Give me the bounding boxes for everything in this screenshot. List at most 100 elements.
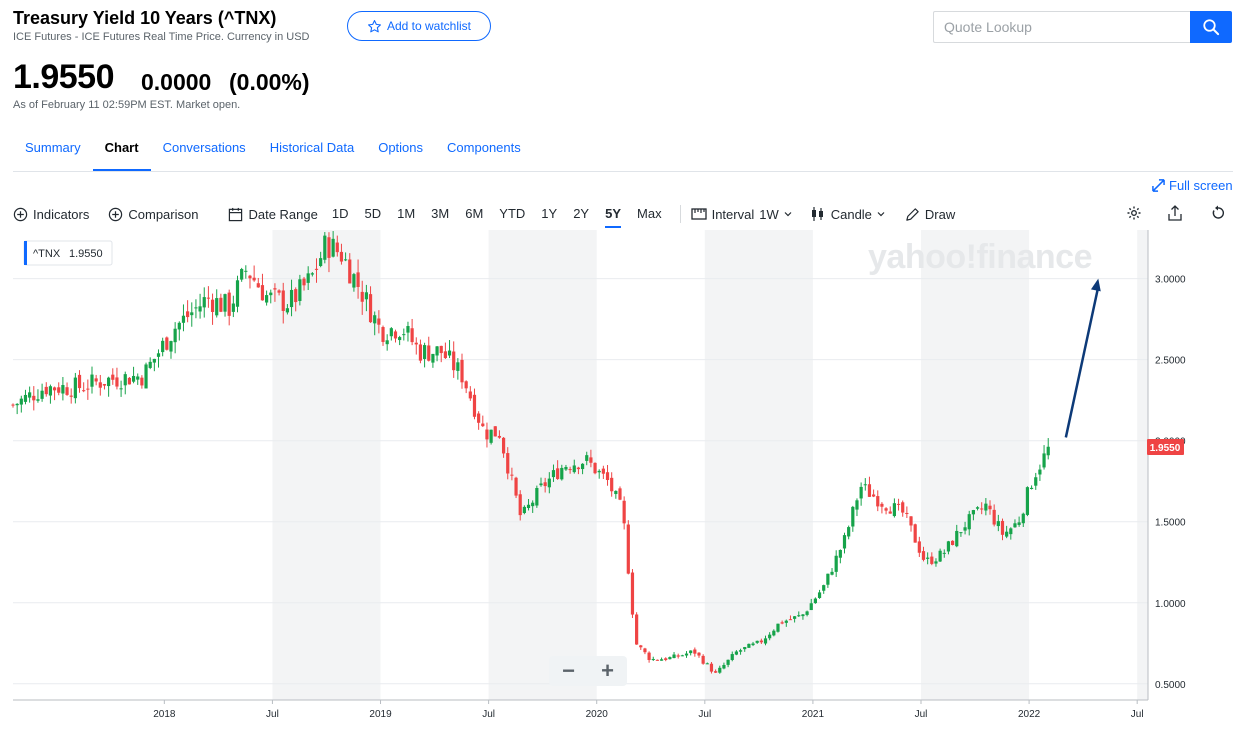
tab-conversations[interactable]: Conversations (162, 140, 246, 155)
candle-body (422, 345, 427, 359)
candle-body (23, 394, 28, 402)
candle-body (306, 273, 310, 283)
candle-body (593, 462, 597, 474)
range-5y[interactable]: 5Y (597, 202, 629, 228)
candle-body (967, 514, 971, 530)
candle-body (181, 315, 186, 323)
candle-body (572, 465, 576, 473)
candle-body (298, 279, 302, 301)
candle-body (714, 671, 718, 673)
candle-body (127, 377, 132, 385)
candle-body (605, 472, 610, 481)
candle-body (639, 645, 643, 648)
full-screen-button[interactable]: Full screen (1152, 178, 1233, 193)
candle-body (393, 331, 398, 339)
tab-components[interactable]: Components (447, 140, 521, 155)
candle-body (630, 572, 635, 615)
candle-body (52, 387, 57, 391)
chart-toolbar: Indicators Comparison Date Range 1D 5D 1… (13, 202, 955, 228)
chart-type-label: Candle (830, 206, 872, 222)
candle-body (485, 429, 489, 440)
candle-body (285, 308, 289, 313)
candle-body (169, 341, 173, 352)
reset-button[interactable] (1210, 205, 1226, 221)
search-button[interactable] (1190, 11, 1232, 43)
candle-body (784, 620, 788, 623)
price-change-percent: (0.00%) (229, 69, 310, 95)
candle-body (1000, 520, 1005, 535)
tab-summary[interactable]: Summary (25, 140, 81, 155)
y-tick-label: 1.0000 (1155, 599, 1186, 610)
candle-body (339, 251, 344, 262)
candle-body (622, 500, 626, 524)
candle-body (94, 378, 98, 382)
candle-body (248, 275, 252, 279)
candle-body (635, 614, 639, 645)
candle-body (152, 358, 156, 363)
x-tick-label: 2022 (1018, 709, 1041, 720)
candle-body (705, 663, 709, 665)
range-ytd[interactable]: YTD (499, 206, 526, 221)
chart-type-dropdown[interactable]: Candle (810, 206, 885, 222)
interval-dropdown[interactable]: Interval 1W (690, 207, 792, 222)
candle-body (743, 647, 747, 650)
candle-body (235, 280, 240, 307)
candle-body (98, 382, 102, 388)
candle-body (668, 657, 672, 660)
candle-body (1042, 453, 1046, 468)
comparison-button[interactable]: Comparison (108, 207, 198, 222)
candle-body (680, 655, 684, 657)
candle-body (809, 603, 813, 611)
draw-button[interactable]: Draw (905, 207, 955, 222)
candle-body (327, 237, 331, 258)
candle-body (186, 311, 190, 318)
candle-body (917, 541, 921, 553)
range-2y[interactable]: 2Y (573, 206, 590, 221)
range-max[interactable]: Max (637, 206, 662, 221)
range-1d[interactable]: 1D (331, 206, 349, 221)
candle-body (905, 512, 909, 515)
reset-icon (1212, 205, 1224, 219)
range-1y[interactable]: 1Y (541, 206, 558, 221)
tab-chart[interactable]: Chart (92, 130, 151, 172)
as-of-timestamp: As of February 11 02:59PM EST. Market op… (13, 99, 241, 111)
candle-body (410, 328, 414, 343)
tab-options[interactable]: Options (378, 140, 424, 155)
candle-body (352, 274, 356, 288)
zoom-in-button[interactable]: + (601, 658, 614, 683)
candle-body (1025, 487, 1030, 515)
candle-body (90, 374, 94, 387)
range-1m[interactable]: 1M (397, 206, 416, 221)
date-range-button[interactable]: Date Range (228, 207, 318, 222)
candle-body (344, 259, 348, 261)
trend-arrow-head (1090, 278, 1101, 292)
range-6m[interactable]: 6M (465, 206, 484, 221)
yahoo-finance-watermark: yahoo!finance (868, 238, 1092, 276)
candle-body (1021, 513, 1025, 524)
candle-body (323, 235, 327, 260)
candle-body (156, 353, 161, 357)
add-to-watchlist-button[interactable]: Add to watchlist (347, 11, 491, 41)
candle-body (489, 429, 493, 443)
candle-body (136, 376, 140, 380)
candle-body (568, 469, 572, 471)
price-chart[interactable]: 3.00002.50002.00001.50001.00000.50002018… (0, 228, 1244, 722)
settings-button[interactable] (1126, 205, 1142, 221)
candle-body (880, 503, 884, 507)
candle-body (930, 556, 934, 564)
candle-body (206, 297, 211, 299)
candle-body (759, 640, 763, 643)
x-tick-label: Jul (1131, 709, 1144, 720)
candle-body (335, 242, 339, 253)
share-button[interactable] (1167, 205, 1183, 221)
indicators-button[interactable]: Indicators (13, 207, 89, 222)
candle-body (385, 340, 389, 345)
tab-historical-data[interactable]: Historical Data (269, 140, 355, 155)
shaded-band (272, 230, 381, 700)
candle-body (289, 289, 294, 308)
range-3m[interactable]: 3M (431, 206, 450, 221)
x-tick-label: 2020 (586, 709, 609, 720)
search-input[interactable] (933, 11, 1190, 43)
range-5d[interactable]: 5D (364, 206, 382, 221)
zoom-out-button[interactable]: − (562, 658, 575, 683)
